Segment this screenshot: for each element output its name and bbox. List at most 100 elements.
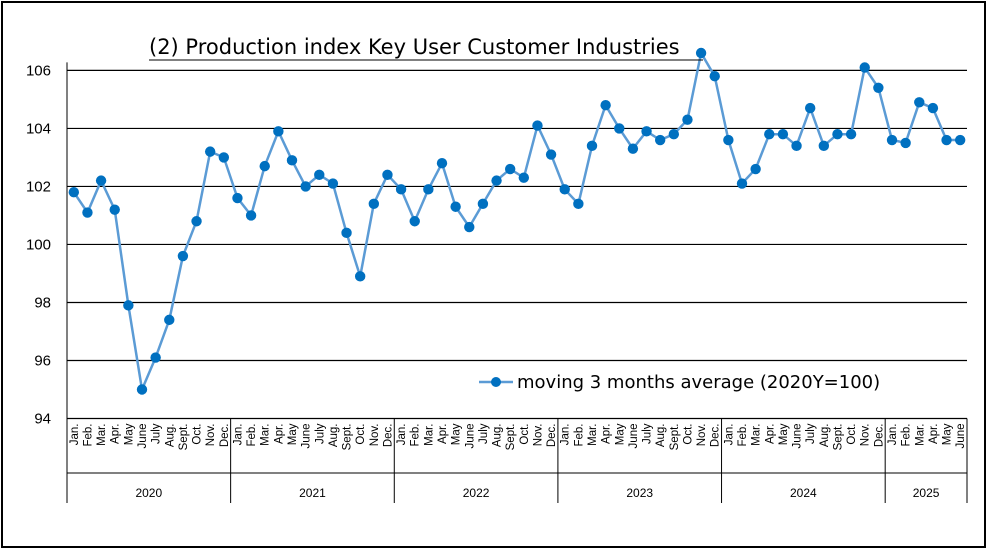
data-point <box>654 134 666 146</box>
x-tick-label: July <box>478 423 490 444</box>
data-point <box>177 250 189 262</box>
year-label: 2025 <box>913 486 940 500</box>
y-tick-label: 100 <box>26 236 51 253</box>
x-tick-label: Sept. <box>669 424 681 451</box>
x-tick-label: Nov. <box>860 424 872 447</box>
data-point <box>777 129 789 140</box>
data-point <box>341 227 352 239</box>
x-tick-label: May <box>451 423 463 445</box>
x-tick-label: Feb. <box>246 424 258 447</box>
x-tick-label: Nov. <box>205 424 217 447</box>
data-point <box>518 172 530 183</box>
data-point <box>750 163 761 175</box>
x-tick-label: Aug. <box>819 424 831 448</box>
data-point <box>873 82 884 94</box>
x-tick-label: Sept. <box>178 424 190 451</box>
x-tick-label: Mar. <box>96 424 108 446</box>
data-point <box>545 149 557 160</box>
x-tick-label: Oct. <box>682 424 694 445</box>
data-point <box>954 134 966 146</box>
x-tick-label: June <box>301 424 313 449</box>
data-point <box>68 187 80 198</box>
data-point <box>300 181 311 192</box>
data-point <box>82 207 93 218</box>
x-tick-label: Apr. <box>110 424 122 444</box>
data-point <box>368 198 380 210</box>
data-point <box>818 140 830 152</box>
x-tick-label: Oct. <box>519 424 531 445</box>
data-point <box>477 198 489 210</box>
data-point <box>682 114 693 125</box>
chart-title: (2) Production index Key User Customer I… <box>149 35 680 59</box>
data-point <box>723 134 734 146</box>
x-tick-label: Dec. <box>382 424 394 448</box>
x-tick-label: Dec. <box>710 424 722 448</box>
data-point <box>832 129 843 140</box>
data-point <box>450 201 461 212</box>
x-tick-label: Nov. <box>532 424 544 447</box>
x-tick-label: Sept. <box>505 424 517 451</box>
data-point <box>764 129 775 140</box>
x-tick-label: Nov. <box>369 424 381 447</box>
data-point <box>123 300 134 311</box>
series-line <box>72 49 961 394</box>
x-tick-label: Jan. <box>232 424 244 446</box>
x-tick-label: Jan. <box>396 424 408 446</box>
x-tick-label: Aug. <box>655 424 667 448</box>
year-label: 2020 <box>135 486 162 500</box>
x-tick-label: Dec. <box>546 424 558 448</box>
data-point <box>532 120 543 131</box>
y-tick-label: 102 <box>26 178 51 195</box>
data-point <box>941 134 952 146</box>
x-tick-label: Aug. <box>328 424 340 448</box>
x-tick-label: Feb. <box>410 424 422 447</box>
series-markers <box>68 47 966 395</box>
x-tick-label: June <box>955 424 967 449</box>
x-tick-label: Jan. <box>69 424 81 446</box>
x-tick-label: Mar. <box>423 424 435 446</box>
data-point <box>164 314 175 326</box>
data-point <box>886 134 898 146</box>
x-tick-label: June <box>137 424 149 449</box>
data-point <box>614 123 625 134</box>
y-tick-label: 106 <box>26 62 51 79</box>
data-point <box>109 204 120 215</box>
data-point <box>423 184 434 195</box>
x-tick-label: Jan. <box>887 424 899 446</box>
data-point <box>668 129 680 140</box>
data-point <box>791 140 802 152</box>
x-tick-label: June <box>792 424 804 449</box>
x-tick-label: Apr. <box>601 424 613 444</box>
data-point <box>436 158 448 169</box>
data-point <box>286 155 298 166</box>
x-tick-label: Feb. <box>737 424 749 447</box>
x-tick-label: May <box>614 423 626 445</box>
data-point <box>900 137 911 149</box>
data-point <box>136 384 148 395</box>
x-tick-label: Dec. <box>873 424 885 448</box>
data-point <box>232 192 243 204</box>
data-point <box>627 143 639 154</box>
y-tick-label: 94 <box>34 411 51 428</box>
data-point <box>586 140 598 152</box>
data-point <box>95 175 107 186</box>
y-tick-label: 98 <box>34 294 51 311</box>
x-tick-label: Oct. <box>846 424 858 445</box>
x-tick-label: June <box>628 424 640 449</box>
legend-label: moving 3 months average (2020Y=100) <box>517 372 880 393</box>
x-tick-label: Mar. <box>260 424 272 446</box>
x-tick-label: Dec. <box>219 424 231 448</box>
data-point <box>314 169 325 181</box>
x-tick-label: July <box>314 423 326 444</box>
x-tick-label: Aug. <box>164 424 176 448</box>
x-tick-label: May <box>778 423 790 445</box>
data-point <box>695 47 707 59</box>
x-tick-label: July <box>642 423 654 444</box>
x-tick-label: Aug. <box>492 424 504 448</box>
y-axis-ticks: 94 96 98 100 102 104 106 <box>26 62 51 427</box>
data-point <box>150 352 161 363</box>
x-tick-label: Jan. <box>723 424 735 446</box>
